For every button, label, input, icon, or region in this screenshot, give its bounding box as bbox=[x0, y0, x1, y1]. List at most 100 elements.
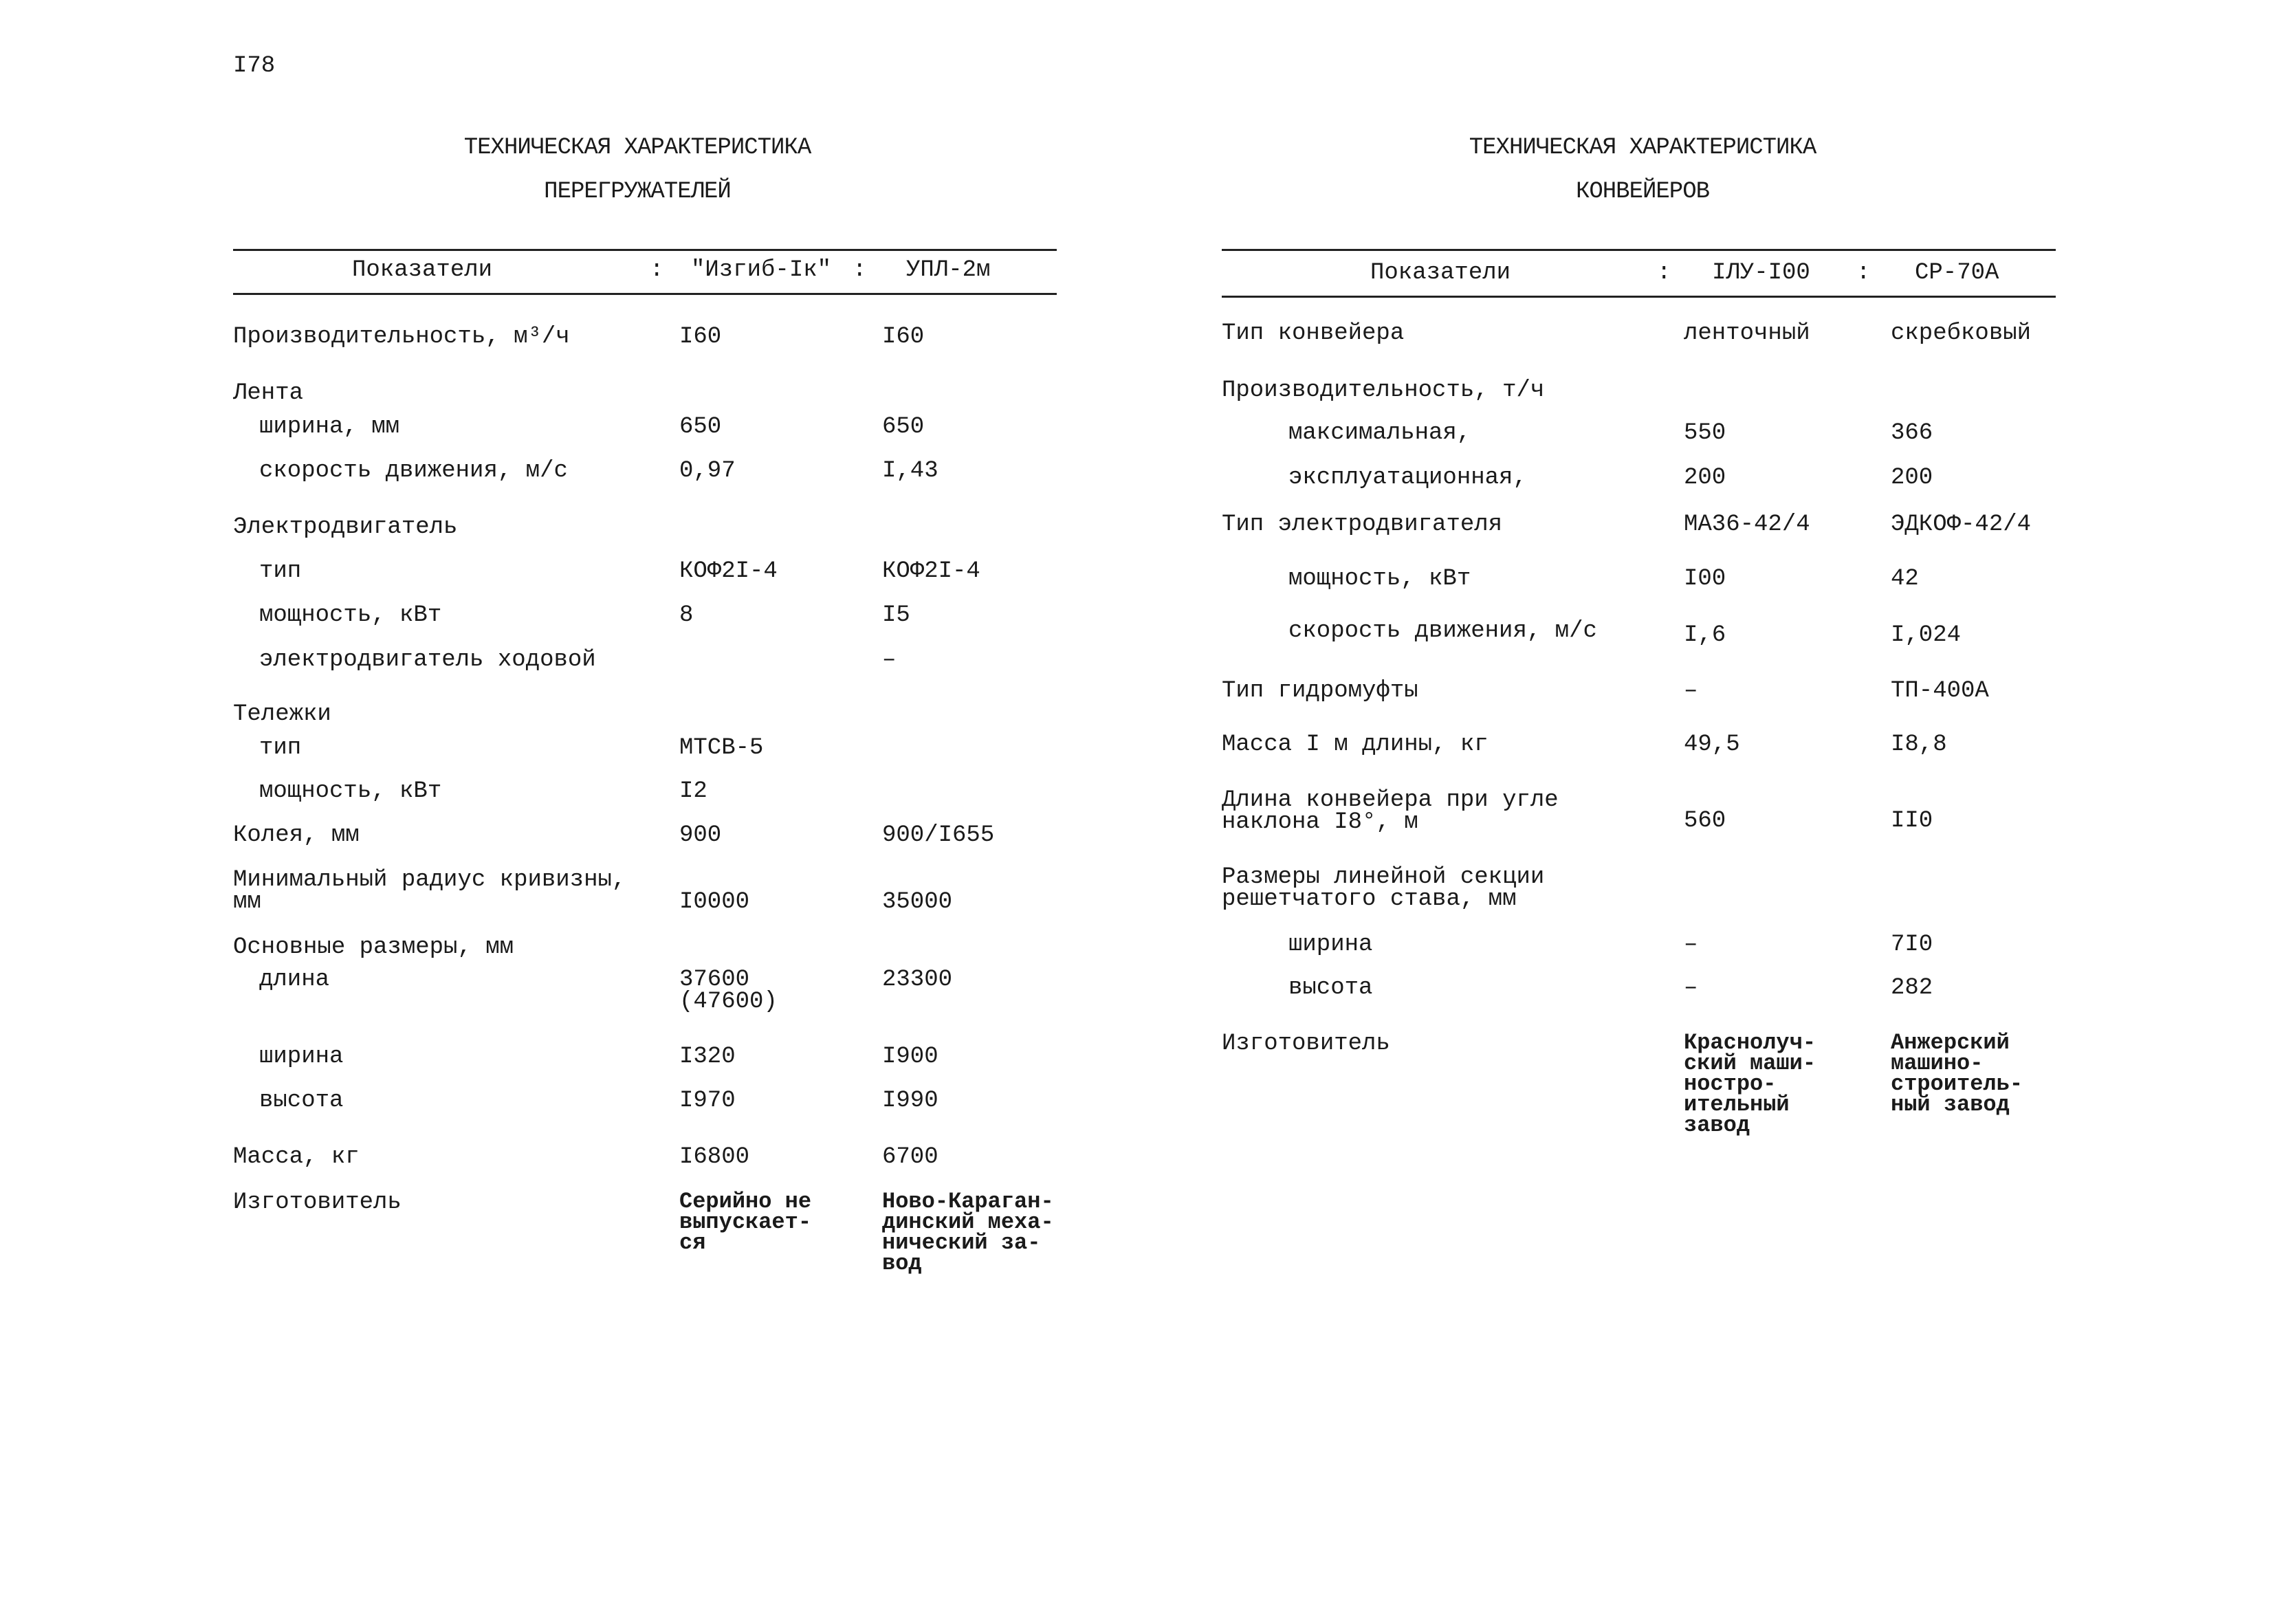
left-row-label: Масса, кг bbox=[233, 1144, 360, 1170]
right-row-label: ширина bbox=[1288, 932, 1373, 958]
left-row-value-1: 900 bbox=[679, 822, 722, 848]
left-row-label: Минимальный радиус кривизны, мм bbox=[233, 867, 626, 915]
left-header-3: : bbox=[853, 257, 867, 283]
left-row-value-2: 650 bbox=[882, 414, 925, 440]
left-header-4: УПЛ-2м bbox=[906, 257, 991, 283]
left-row-value-1: I0000 bbox=[679, 889, 750, 915]
left-header-1: : bbox=[650, 257, 664, 283]
left-row-label: длина bbox=[259, 967, 330, 993]
right-row-label: Масса I м длины, кг bbox=[1222, 732, 1489, 758]
left-row-label: тип bbox=[259, 735, 302, 761]
left-row-value-1: 37600 (47600) bbox=[679, 967, 778, 1015]
right-row-label: Тип электродвигателя bbox=[1222, 512, 1503, 538]
right-row-label: Изготовитель bbox=[1222, 1031, 1390, 1057]
right-header-2: IЛУ-I00 bbox=[1712, 260, 1810, 286]
left-row-label: Электродвигатель bbox=[233, 514, 458, 540]
right-row-value-1: Краснолуч- ский маши- ностро- ительный з… bbox=[1684, 1030, 1816, 1138]
right-row-value-1: I00 bbox=[1684, 566, 1726, 592]
right-row-label: эксплуатационная, bbox=[1288, 465, 1527, 491]
right-row-value-2: 282 bbox=[1891, 975, 1933, 1001]
page-number: I78 bbox=[233, 53, 276, 79]
right-row-label: Тип конвейера bbox=[1222, 320, 1405, 347]
left-header-rule bbox=[233, 293, 1057, 295]
right-header-3: : bbox=[1856, 260, 1871, 286]
left-title-line2: ПЕРЕГРУЖАТЕЛЕЙ bbox=[544, 179, 732, 205]
left-row-value-2: I,43 bbox=[882, 458, 938, 484]
right-row-label: Длина конвейера при угле наклона I8°, м bbox=[1222, 787, 1559, 835]
right-header-4: СР-70А bbox=[1915, 260, 1999, 286]
right-row-value-1: 560 bbox=[1684, 808, 1726, 834]
right-row-value-2: I8,8 bbox=[1891, 732, 1947, 758]
left-row-value-2: 6700 bbox=[882, 1144, 938, 1170]
right-row-value-2: 42 bbox=[1891, 566, 1919, 592]
right-row-label: мощность, кВт bbox=[1288, 566, 1471, 592]
left-row-value-2: I900 bbox=[882, 1044, 938, 1070]
right-row-value-1: – bbox=[1684, 678, 1698, 704]
left-row-label: Производительность, м³/ч bbox=[233, 324, 570, 350]
left-row-label: Лента bbox=[233, 380, 304, 406]
right-row-value-2: Анжерский машино- строитель- ный завод bbox=[1891, 1030, 2023, 1117]
right-title-line2: КОНВЕЙЕРОВ bbox=[1575, 179, 1710, 205]
right-row-label: высота bbox=[1288, 975, 1373, 1001]
right-row-label: Тип гидромуфты bbox=[1222, 678, 1418, 704]
right-row-value-1: – bbox=[1684, 932, 1698, 958]
left-row-label: Тележки bbox=[233, 701, 331, 727]
left-row-label: электродвигатель ходовой bbox=[259, 647, 596, 673]
right-top-rule bbox=[1222, 249, 2056, 251]
right-row-value-2: ТП-400А bbox=[1891, 678, 1989, 704]
left-row-value-1: 650 bbox=[679, 414, 722, 440]
left-top-rule bbox=[233, 249, 1057, 251]
left-row-label: высота bbox=[259, 1088, 344, 1114]
left-row-value-1: КОФ2I-4 bbox=[679, 558, 778, 584]
left-title-line1: ТЕХНИЧЕСКАЯ ХАРАКТЕРИСТИКА bbox=[463, 135, 811, 161]
left-row-label: тип bbox=[259, 558, 302, 584]
left-row-value-1: I2 bbox=[679, 778, 707, 804]
left-row-value-2: КОФ2I-4 bbox=[882, 558, 980, 584]
left-row-label: ширина bbox=[259, 1044, 344, 1070]
right-row-value-2: II0 bbox=[1891, 808, 1933, 834]
right-row-label: Производительность, т/ч bbox=[1222, 377, 1545, 404]
right-row-value-1: 550 bbox=[1684, 420, 1726, 446]
right-row-value-1: 200 bbox=[1684, 465, 1726, 491]
left-row-label: Основные размеры, мм bbox=[233, 934, 514, 961]
left-row-label: мощность, кВт bbox=[259, 778, 442, 804]
right-row-value-1: ленточный bbox=[1684, 320, 1810, 347]
right-row-value-2: ЭДКОФ-42/4 bbox=[1891, 512, 2032, 538]
left-header-0: Показатели bbox=[352, 257, 493, 283]
right-row-value-1: МА36-42/4 bbox=[1684, 512, 1810, 538]
left-row-value-2: – bbox=[882, 647, 897, 673]
right-title-line1: ТЕХНИЧЕСКАЯ ХАРАКТЕРИСТИКА bbox=[1469, 135, 1816, 161]
left-row-value-1: I6800 bbox=[679, 1144, 750, 1170]
left-row-value-2: Ново-Караган- динский меха- нический за-… bbox=[882, 1189, 1054, 1276]
left-row-value-1: I970 bbox=[679, 1088, 736, 1114]
right-row-value-2: 7I0 bbox=[1891, 932, 1933, 958]
right-row-value-2: скребковый bbox=[1891, 320, 2032, 347]
right-row-value-1: I,6 bbox=[1684, 622, 1726, 648]
left-row-value-2: 23300 bbox=[882, 967, 953, 993]
left-row-label: мощность, кВт bbox=[259, 602, 442, 628]
left-row-value-1: 0,97 bbox=[679, 458, 736, 484]
right-row-value-2: I,024 bbox=[1891, 622, 1962, 648]
left-row-value-2: I990 bbox=[882, 1088, 938, 1114]
left-row-value-1: 8 bbox=[679, 602, 694, 628]
right-row-label: Размеры линейной секции решетчатого став… bbox=[1222, 864, 1545, 912]
right-header-1: : bbox=[1657, 260, 1671, 286]
left-row-value-1: МТСВ-5 bbox=[679, 735, 764, 761]
left-row-value-2: 35000 bbox=[882, 889, 953, 915]
left-row-label: ширина, мм bbox=[259, 414, 400, 440]
right-row-value-1: 49,5 bbox=[1684, 732, 1740, 758]
right-row-value-2: 366 bbox=[1891, 420, 1933, 446]
right-row-label: максимальная, bbox=[1288, 420, 1471, 446]
left-row-value-1: I320 bbox=[679, 1044, 736, 1070]
left-row-value-2: I60 bbox=[882, 324, 925, 350]
left-row-label: Изготовитель bbox=[233, 1189, 402, 1216]
right-row-value-2: 200 bbox=[1891, 465, 1933, 491]
right-header-rule bbox=[1222, 296, 2056, 298]
left-row-value-2: 900/I655 bbox=[882, 822, 995, 848]
left-header-2: "Изгиб-Iк" bbox=[691, 257, 832, 283]
left-row-value-1: I60 bbox=[679, 324, 722, 350]
left-row-value-1: Серийно не выпускает- ся bbox=[679, 1189, 812, 1255]
left-row-label: Колея, мм bbox=[233, 822, 360, 848]
right-row-label: скорость движения, м/с bbox=[1288, 618, 1597, 644]
left-row-value-2: I5 bbox=[882, 602, 910, 628]
